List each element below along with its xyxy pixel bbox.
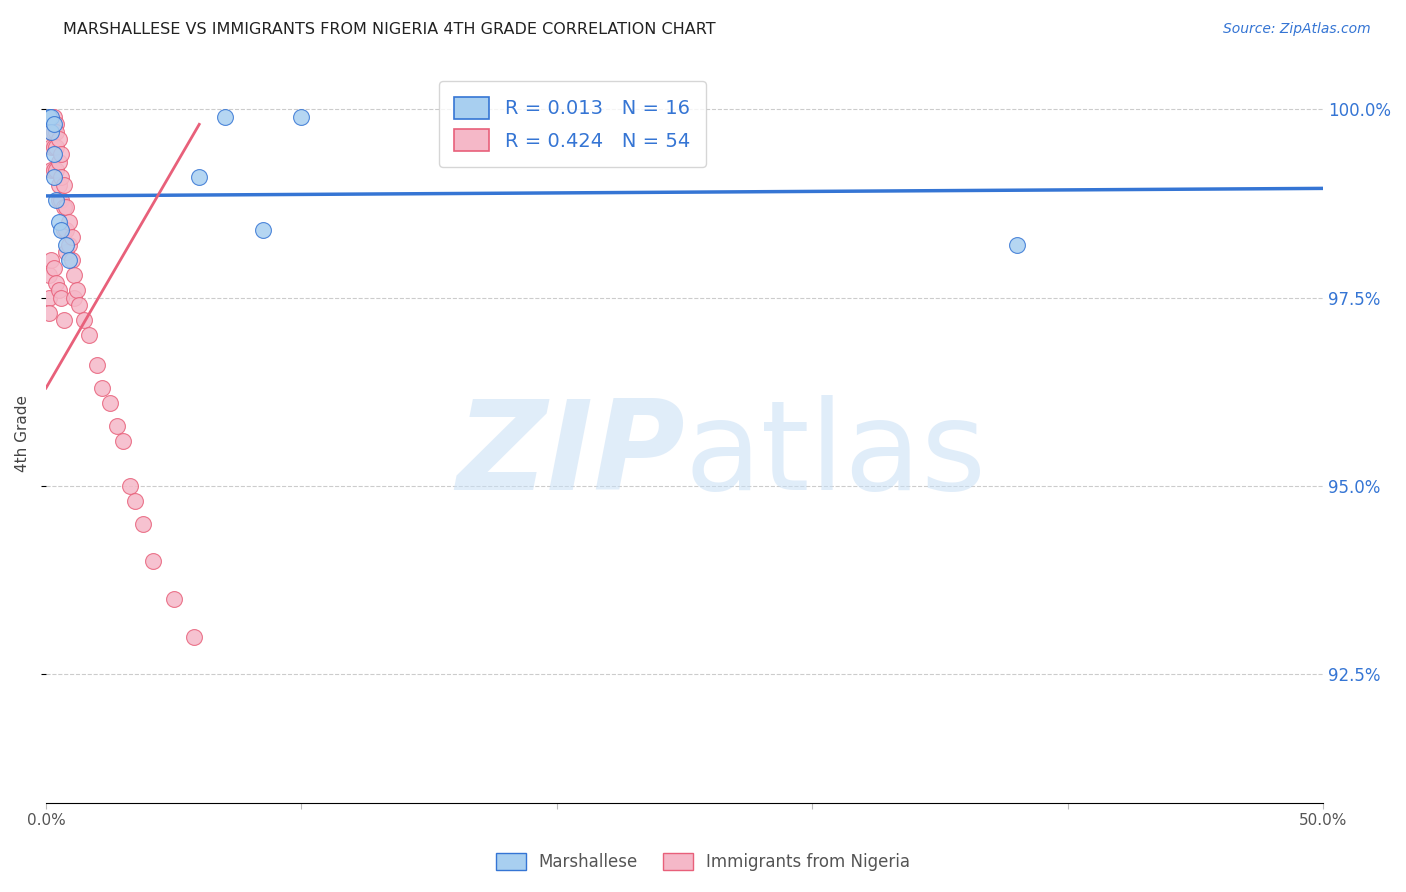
Text: Source: ZipAtlas.com: Source: ZipAtlas.com: [1223, 22, 1371, 37]
Point: [42, 140, 65, 154]
Point: [45, 117, 67, 131]
Point: [67, 298, 90, 312]
Point: [48, 193, 70, 207]
Point: [55, 223, 77, 237]
Point: [38, 306, 60, 320]
Point: [51, 223, 73, 237]
Point: [252, 223, 274, 237]
Text: atlas: atlas: [685, 395, 987, 516]
Point: [45, 276, 67, 290]
Point: [98, 396, 121, 410]
Legend: R = 0.013   N = 16, R = 0.424   N = 54: R = 0.013 N = 16, R = 0.424 N = 54: [439, 81, 706, 167]
Point: [39, 162, 62, 177]
Point: [124, 494, 146, 508]
Point: [86, 359, 108, 373]
Point: [48, 155, 70, 169]
Point: [38, 110, 60, 124]
Point: [58, 238, 80, 252]
Point: [142, 554, 165, 568]
Point: [290, 110, 312, 124]
Point: [214, 110, 236, 124]
Point: [52, 223, 75, 237]
Point: [48, 215, 70, 229]
Point: [45, 193, 67, 207]
Point: [45, 125, 67, 139]
Point: [132, 516, 155, 531]
Point: [60, 230, 83, 244]
Point: [55, 200, 77, 214]
Point: [79, 328, 101, 343]
Point: [91, 381, 114, 395]
Point: [38, 268, 60, 282]
Point: [39, 125, 62, 139]
Point: [65, 283, 87, 297]
Point: [51, 291, 73, 305]
Point: [52, 313, 75, 327]
Point: [63, 268, 86, 282]
Point: [48, 178, 70, 192]
Point: [107, 418, 129, 433]
Point: [73, 313, 96, 327]
Point: [48, 132, 70, 146]
Point: [58, 215, 80, 229]
Text: ZIP: ZIP: [456, 395, 685, 516]
Text: MARSHALLESE VS IMMIGRANTS FROM NIGERIA 4TH GRADE CORRELATION CHART: MARSHALLESE VS IMMIGRANTS FROM NIGERIA 4…: [63, 22, 716, 37]
Point: [52, 178, 75, 192]
Point: [63, 291, 86, 305]
Point: [42, 125, 65, 139]
Point: [39, 140, 62, 154]
Point: [45, 162, 67, 177]
Point: [42, 162, 65, 177]
Point: [42, 110, 65, 124]
Point: [163, 592, 186, 607]
Y-axis label: 4th Grade: 4th Grade: [15, 395, 30, 472]
Point: [42, 147, 65, 161]
Point: [1005, 238, 1028, 252]
Legend: Marshallese, Immigrants from Nigeria: Marshallese, Immigrants from Nigeria: [488, 845, 918, 880]
Point: [45, 140, 67, 154]
Point: [111, 434, 134, 448]
Point: [51, 193, 73, 207]
Point: [42, 260, 65, 275]
Point: [42, 170, 65, 185]
Point: [55, 238, 77, 252]
Point: [39, 252, 62, 267]
Point: [42, 117, 65, 131]
Point: [120, 479, 142, 493]
Point: [51, 170, 73, 185]
Point: [52, 200, 75, 214]
Point: [55, 245, 77, 260]
Point: [38, 291, 60, 305]
Point: [58, 252, 80, 267]
Point: [39, 110, 62, 124]
Point: [48, 283, 70, 297]
Point: [60, 252, 83, 267]
Point: [51, 147, 73, 161]
Point: [183, 630, 205, 644]
Point: [39, 125, 62, 139]
Point: [188, 170, 211, 185]
